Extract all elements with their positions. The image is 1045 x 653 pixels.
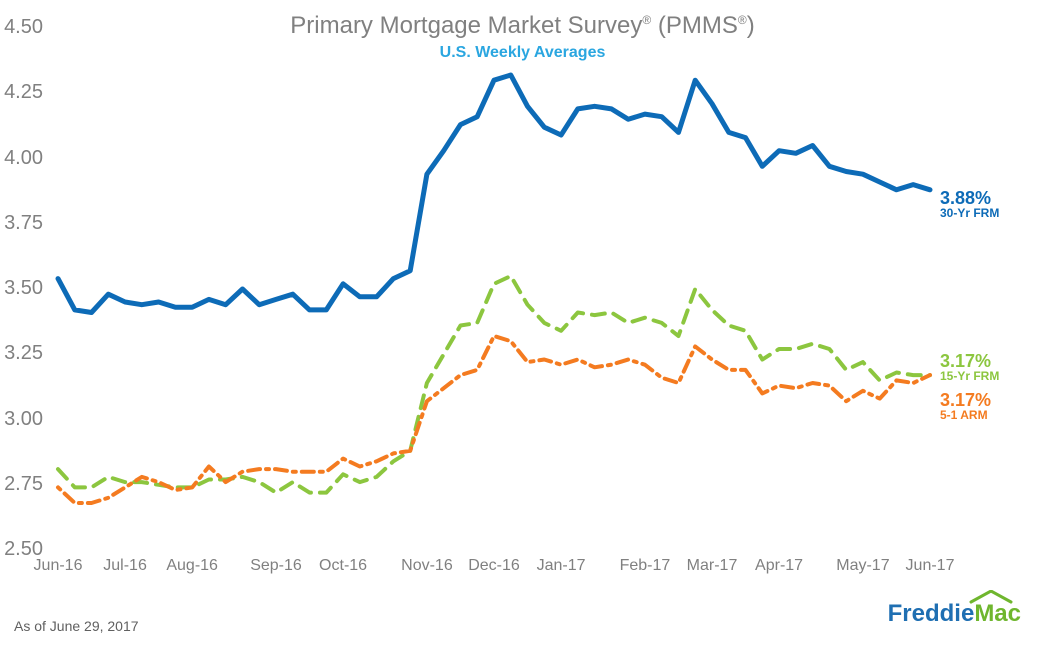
series-line-frm30 — [58, 75, 930, 313]
y-axis-tick-label: 3.00 — [0, 408, 43, 431]
x-axis-tick-label: Feb-17 — [620, 557, 671, 575]
y-axis-tick-label: 3.75 — [0, 212, 43, 235]
series-end-label-frm30: 3.88%30-Yr FRM — [940, 189, 999, 219]
x-axis-tick-label: Apr-17 — [755, 557, 803, 575]
y-axis-tick-label: 4.00 — [0, 147, 43, 170]
as-of-date: As of June 29, 2017 — [14, 618, 139, 634]
series-end-label-frm15: 3.17%15-Yr FRM — [940, 352, 999, 382]
x-axis-tick-label: Jan-17 — [537, 557, 586, 575]
series-end-name: 5-1 ARM — [940, 409, 991, 421]
y-axis-tick-label: 3.50 — [0, 277, 43, 300]
y-axis-tick-label: 3.25 — [0, 342, 43, 365]
y-axis-tick-label: 4.25 — [0, 81, 43, 104]
x-axis-tick-label: Nov-16 — [401, 557, 453, 575]
series-line-arm51 — [58, 336, 930, 503]
x-axis-tick-label: Sep-16 — [250, 557, 302, 575]
y-axis-tick-label: 2.75 — [0, 473, 43, 496]
x-axis-tick-label: Dec-16 — [468, 557, 520, 575]
series-end-value: 3.17% — [940, 351, 991, 371]
x-axis-tick-label: Mar-17 — [687, 557, 738, 575]
y-axis-tick-label: 4.50 — [0, 16, 43, 39]
logo-text-mac: Mac — [974, 600, 1021, 627]
series-end-value: 3.88% — [940, 188, 991, 208]
line-chart-svg — [0, 0, 1045, 653]
series-end-name: 30-Yr FRM — [940, 207, 999, 219]
logo-text-freddie: Freddie — [888, 600, 975, 627]
chart-container: Primary Mortgage Market Survey® (PMMS®) … — [0, 0, 1045, 653]
x-axis-tick-label: Oct-16 — [319, 557, 367, 575]
x-axis-tick-label: May-17 — [836, 557, 889, 575]
freddie-mac-logo: FreddieMac — [888, 600, 1021, 628]
series-end-name: 15-Yr FRM — [940, 370, 999, 382]
series-end-label-arm51: 3.17%5-1 ARM — [940, 391, 991, 421]
series-end-value: 3.17% — [940, 390, 991, 410]
x-axis-tick-label: Jul-16 — [103, 557, 147, 575]
x-axis-tick-label: Aug-16 — [166, 557, 218, 575]
x-axis-tick-label: Jun-17 — [906, 557, 955, 575]
x-axis-tick-label: Jun-16 — [34, 557, 83, 575]
roof-icon — [897, 590, 1017, 604]
